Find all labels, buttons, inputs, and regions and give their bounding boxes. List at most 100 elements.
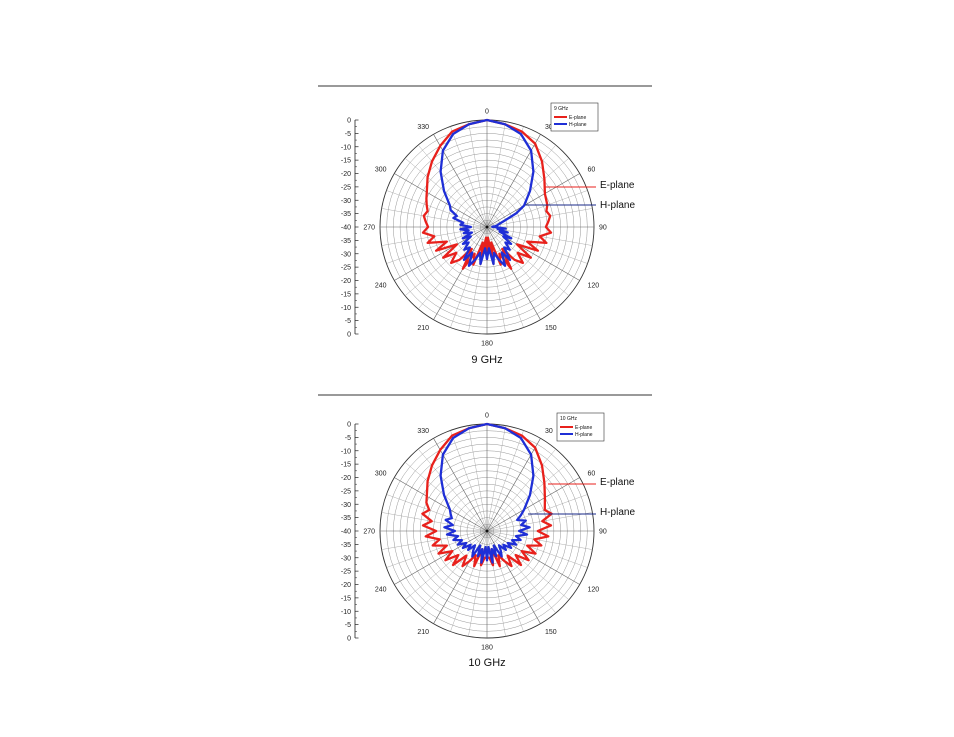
grid-spoke (394, 477, 488, 532)
grid-spoke (486, 530, 593, 550)
grid-spoke (486, 425, 506, 532)
angle-tick-label: 0 (485, 109, 489, 116)
radial-tick-label: -30 (341, 555, 351, 562)
radial-tick-label: -35 (341, 515, 351, 522)
radial-tick-label: -20 (341, 278, 351, 285)
grid-spoke (486, 208, 593, 228)
grid-spoke (450, 430, 488, 532)
grid-spoke (418, 448, 488, 532)
center-marker (485, 225, 489, 229)
legend-label: H-plane (575, 432, 593, 438)
angle-tick-label: 330 (417, 124, 429, 131)
angle-tick-label: 120 (587, 283, 599, 290)
radial-tick-label: -5 (345, 318, 351, 325)
radial-tick-label: -25 (341, 488, 351, 495)
legend-title: 9 GHz (554, 106, 569, 112)
series-line-e-plane (421, 118, 553, 270)
angle-tick-label: 60 (587, 471, 595, 478)
grid-spoke (381, 530, 488, 550)
grid-spoke (450, 226, 488, 328)
series-line-h-plane (439, 422, 535, 564)
grid-spoke (381, 208, 488, 228)
grid-spoke (404, 462, 488, 532)
legend-label: H-plane (569, 122, 587, 128)
angle-tick-label: 0 (485, 413, 489, 420)
angle-tick-label: 270 (363, 529, 375, 536)
series-line-h-plane (439, 118, 535, 267)
grid-spoke (486, 462, 570, 532)
grid-spoke (468, 530, 488, 637)
grid-spoke (386, 190, 488, 228)
grid-spoke (450, 126, 488, 228)
grid-spoke (468, 121, 488, 228)
radial-tick-label: -15 (341, 158, 351, 165)
grid-spoke (381, 512, 488, 532)
radial-tick-label: -15 (341, 595, 351, 602)
h-plane-annotation: H-plane (600, 507, 635, 518)
grid-spoke (486, 530, 570, 600)
radial-tick-label: -5 (345, 622, 351, 629)
radial-tick-label: -10 (341, 305, 351, 312)
angle-tick-label: 300 (375, 167, 387, 174)
radial-tick-label: -10 (341, 144, 351, 151)
grid-spoke (486, 448, 556, 532)
legend-title: 10 GHz (560, 416, 577, 422)
radial-tick-label: -15 (341, 291, 351, 298)
angle-tick-label: 270 (363, 225, 375, 232)
radial-tick-label: -40 (341, 529, 351, 536)
grid-spoke (468, 425, 488, 532)
grid-spoke (486, 530, 541, 624)
radial-tick-label: -5 (345, 131, 351, 138)
radial-tick-label: -35 (341, 542, 351, 549)
grid-spoke (486, 144, 556, 228)
grid-spoke (404, 530, 488, 600)
angle-tick-label: 30 (545, 428, 553, 435)
grid-spoke (486, 226, 541, 320)
radial-tick-label: -30 (341, 251, 351, 258)
angle-tick-label: 150 (545, 325, 557, 332)
grid-spoke (486, 158, 570, 228)
grid-spoke (486, 530, 556, 614)
grid-spoke (486, 477, 580, 532)
grid-spoke (386, 494, 488, 532)
legend-label: E-plane (569, 115, 586, 121)
radial-tick-label: -25 (341, 184, 351, 191)
grid-spoke (486, 494, 588, 532)
radial-tick-label: 0 (347, 332, 351, 339)
chart-caption: 10 GHz (468, 657, 505, 669)
radial-tick-label: -15 (341, 462, 351, 469)
grid-spoke (418, 226, 488, 310)
radial-tick-label: -30 (341, 198, 351, 205)
grid-spoke (386, 530, 488, 568)
radial-tick-label: 0 (347, 118, 351, 125)
grid-spoke (486, 226, 524, 328)
radial-tick-label: -20 (341, 475, 351, 482)
radial-tick-label: 0 (347, 422, 351, 429)
polar-chart-9ghz: 0 30 60 90 120 150 180 210 240 270 300 330 0 -5 -10 -15… (318, 85, 652, 366)
grid-spoke (486, 530, 588, 568)
center-marker (485, 529, 489, 533)
angle-tick-label: 240 (375, 283, 387, 290)
e-plane-annotation: E-plane (600, 180, 635, 191)
radial-tick-label: -40 (341, 225, 351, 232)
radial-tick-label: -25 (341, 265, 351, 272)
grid-spoke (486, 530, 506, 637)
grid-spoke (486, 121, 506, 228)
e-plane-annotation: E-plane (600, 477, 635, 488)
angle-tick-label: 210 (417, 629, 429, 636)
angle-tick-label: 150 (545, 629, 557, 636)
grid-spoke (486, 173, 580, 228)
grid-spoke (450, 530, 488, 632)
grid-spoke (486, 226, 556, 310)
grid-spoke (418, 144, 488, 228)
radial-tick-label: -20 (341, 582, 351, 589)
chart-caption: 9 GHz (471, 354, 502, 366)
grid-spoke (486, 126, 524, 228)
angle-tick-label: 210 (417, 325, 429, 332)
angle-tick-label: 90 (599, 225, 607, 232)
grid-spoke (404, 226, 488, 296)
grid-spoke (404, 158, 488, 228)
grid-spoke (486, 512, 593, 532)
radial-tick-label: 0 (347, 636, 351, 643)
angle-tick-label: 180 (481, 341, 493, 348)
